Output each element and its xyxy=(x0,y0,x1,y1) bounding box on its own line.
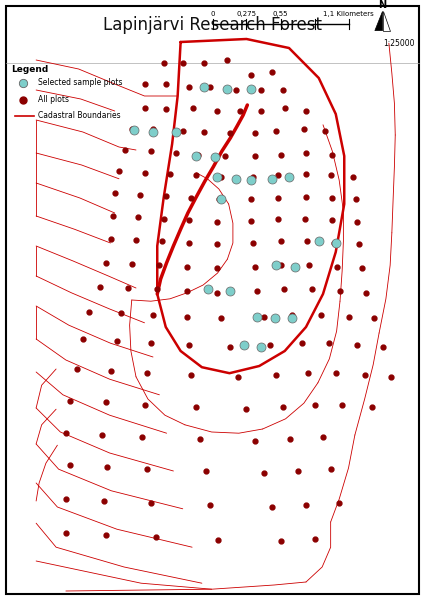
Text: Legend: Legend xyxy=(11,65,48,74)
FancyBboxPatch shape xyxy=(6,6,419,594)
Text: 0,275: 0,275 xyxy=(236,11,257,17)
Polygon shape xyxy=(375,11,383,31)
Text: 1:25000: 1:25000 xyxy=(383,39,414,48)
Text: Selected sample plots: Selected sample plots xyxy=(38,78,123,87)
Text: N: N xyxy=(378,0,387,10)
Text: Cadastral Boundaries: Cadastral Boundaries xyxy=(38,111,121,120)
Text: 0,55: 0,55 xyxy=(273,11,288,17)
Text: 1,1 Kilometers: 1,1 Kilometers xyxy=(323,11,374,17)
Text: 0: 0 xyxy=(210,11,215,17)
Text: Lapinjärvi Research Forest: Lapinjärvi Research Forest xyxy=(103,16,322,34)
Polygon shape xyxy=(382,11,390,31)
Text: All plots: All plots xyxy=(38,95,69,104)
